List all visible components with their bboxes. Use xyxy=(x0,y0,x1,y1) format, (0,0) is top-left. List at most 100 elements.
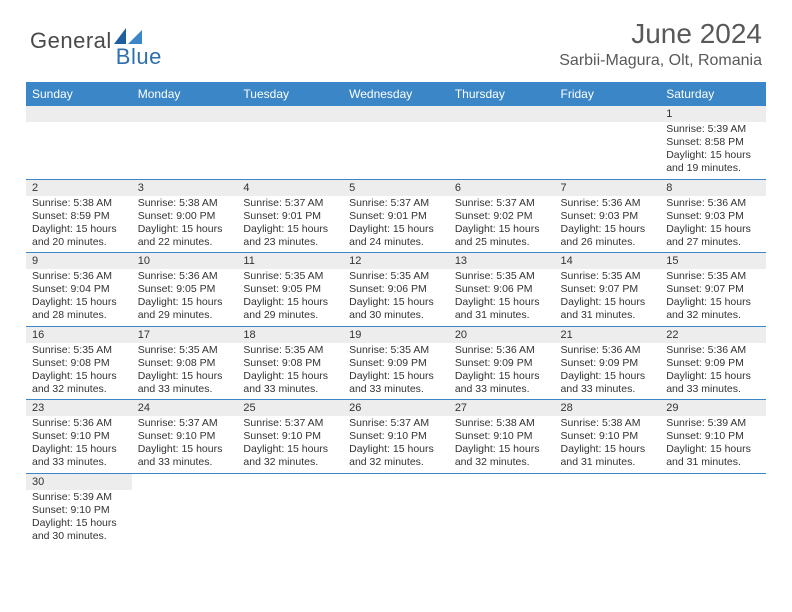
sunset-text: Sunset: 9:06 PM xyxy=(455,283,549,296)
daylight-text: Daylight: 15 hours and 33 minutes. xyxy=(243,370,337,396)
calendar-week-row: 23Sunrise: 5:36 AMSunset: 9:10 PMDayligh… xyxy=(26,400,766,474)
daylight-text: Daylight: 15 hours and 32 minutes. xyxy=(349,443,443,469)
sunrise-text: Sunrise: 5:35 AM xyxy=(138,344,232,357)
sunrise-text: Sunrise: 5:36 AM xyxy=(455,344,549,357)
day-details: Sunrise: 5:38 AMSunset: 8:59 PMDaylight:… xyxy=(26,196,132,253)
sunset-text: Sunset: 9:07 PM xyxy=(666,283,760,296)
calendar-cell xyxy=(237,106,343,179)
day-details: Sunrise: 5:36 AMSunset: 9:05 PMDaylight:… xyxy=(132,269,238,326)
calendar-cell: 13Sunrise: 5:35 AMSunset: 9:06 PMDayligh… xyxy=(449,253,555,327)
day-number: 1 xyxy=(660,106,766,122)
col-friday: Friday xyxy=(555,82,661,106)
day-number: 21 xyxy=(555,327,661,343)
calendar-week-row: 2Sunrise: 5:38 AMSunset: 8:59 PMDaylight… xyxy=(26,179,766,253)
title-block: June 2024 Sarbii-Magura, Olt, Romania xyxy=(559,18,762,70)
daylight-text: Daylight: 15 hours and 25 minutes. xyxy=(455,223,549,249)
calendar-week-row: 9Sunrise: 5:36 AMSunset: 9:04 PMDaylight… xyxy=(26,253,766,327)
sunset-text: Sunset: 9:10 PM xyxy=(455,430,549,443)
day-details: Sunrise: 5:38 AMSunset: 9:00 PMDaylight:… xyxy=(132,196,238,253)
calendar-cell xyxy=(343,473,449,546)
sunset-text: Sunset: 9:09 PM xyxy=(349,357,443,370)
day-details: Sunrise: 5:39 AMSunset: 9:10 PMDaylight:… xyxy=(26,490,132,547)
daylight-text: Daylight: 15 hours and 33 minutes. xyxy=(138,370,232,396)
calendar-cell: 23Sunrise: 5:36 AMSunset: 9:10 PMDayligh… xyxy=(26,400,132,474)
calendar-cell: 24Sunrise: 5:37 AMSunset: 9:10 PMDayligh… xyxy=(132,400,238,474)
sunset-text: Sunset: 9:05 PM xyxy=(138,283,232,296)
day-number: 12 xyxy=(343,253,449,269)
location-text: Sarbii-Magura, Olt, Romania xyxy=(559,52,762,70)
calendar-cell: 21Sunrise: 5:36 AMSunset: 9:09 PMDayligh… xyxy=(555,326,661,400)
day-details: Sunrise: 5:37 AMSunset: 9:02 PMDaylight:… xyxy=(449,196,555,253)
calendar-cell: 19Sunrise: 5:35 AMSunset: 9:09 PMDayligh… xyxy=(343,326,449,400)
daylight-text: Daylight: 15 hours and 19 minutes. xyxy=(666,149,760,175)
month-title: June 2024 xyxy=(559,18,762,50)
calendar-week-row: 16Sunrise: 5:35 AMSunset: 9:08 PMDayligh… xyxy=(26,326,766,400)
page-header: General Blue June 2024 Sarbii-Magura, Ol… xyxy=(0,0,792,74)
day-number: 5 xyxy=(343,180,449,196)
calendar-cell: 14Sunrise: 5:35 AMSunset: 9:07 PMDayligh… xyxy=(555,253,661,327)
sunrise-text: Sunrise: 5:35 AM xyxy=(666,270,760,283)
calendar-cell: 27Sunrise: 5:38 AMSunset: 9:10 PMDayligh… xyxy=(449,400,555,474)
sunset-text: Sunset: 9:01 PM xyxy=(243,210,337,223)
day-number: 24 xyxy=(132,400,238,416)
calendar-cell: 12Sunrise: 5:35 AMSunset: 9:06 PMDayligh… xyxy=(343,253,449,327)
day-details: Sunrise: 5:35 AMSunset: 9:06 PMDaylight:… xyxy=(449,269,555,326)
calendar-cell: 22Sunrise: 5:36 AMSunset: 9:09 PMDayligh… xyxy=(660,326,766,400)
calendar-cell: 17Sunrise: 5:35 AMSunset: 9:08 PMDayligh… xyxy=(132,326,238,400)
sunset-text: Sunset: 9:10 PM xyxy=(666,430,760,443)
sunset-text: Sunset: 9:10 PM xyxy=(561,430,655,443)
sunrise-text: Sunrise: 5:35 AM xyxy=(349,270,443,283)
day-number: 22 xyxy=(660,327,766,343)
calendar-cell xyxy=(449,473,555,546)
day-details: Sunrise: 5:37 AMSunset: 9:01 PMDaylight:… xyxy=(343,196,449,253)
calendar-cell xyxy=(132,106,238,179)
daylight-text: Daylight: 15 hours and 31 minutes. xyxy=(666,443,760,469)
col-wednesday: Wednesday xyxy=(343,82,449,106)
calendar-cell xyxy=(26,106,132,179)
col-tuesday: Tuesday xyxy=(237,82,343,106)
sunset-text: Sunset: 9:01 PM xyxy=(349,210,443,223)
calendar-cell xyxy=(555,473,661,546)
sunrise-text: Sunrise: 5:35 AM xyxy=(561,270,655,283)
sunset-text: Sunset: 9:10 PM xyxy=(32,504,126,517)
sunrise-text: Sunrise: 5:35 AM xyxy=(243,270,337,283)
calendar-cell xyxy=(555,106,661,179)
daylight-text: Daylight: 15 hours and 30 minutes. xyxy=(32,517,126,543)
calendar-cell xyxy=(237,473,343,546)
calendar-cell: 9Sunrise: 5:36 AMSunset: 9:04 PMDaylight… xyxy=(26,253,132,327)
daylight-text: Daylight: 15 hours and 23 minutes. xyxy=(243,223,337,249)
calendar-table: Sunday Monday Tuesday Wednesday Thursday… xyxy=(26,82,766,546)
day-number-empty xyxy=(132,106,238,122)
daylight-text: Daylight: 15 hours and 30 minutes. xyxy=(349,296,443,322)
day-details: Sunrise: 5:36 AMSunset: 9:10 PMDaylight:… xyxy=(26,416,132,473)
day-number: 7 xyxy=(555,180,661,196)
calendar-cell: 28Sunrise: 5:38 AMSunset: 9:10 PMDayligh… xyxy=(555,400,661,474)
day-details: Sunrise: 5:38 AMSunset: 9:10 PMDaylight:… xyxy=(555,416,661,473)
day-details: Sunrise: 5:35 AMSunset: 9:08 PMDaylight:… xyxy=(26,343,132,400)
daylight-text: Daylight: 15 hours and 28 minutes. xyxy=(32,296,126,322)
sunset-text: Sunset: 9:00 PM xyxy=(138,210,232,223)
calendar-cell: 3Sunrise: 5:38 AMSunset: 9:00 PMDaylight… xyxy=(132,179,238,253)
calendar-cell: 8Sunrise: 5:36 AMSunset: 9:03 PMDaylight… xyxy=(660,179,766,253)
daylight-text: Daylight: 15 hours and 32 minutes. xyxy=(243,443,337,469)
sunrise-text: Sunrise: 5:37 AM xyxy=(138,417,232,430)
sunrise-text: Sunrise: 5:35 AM xyxy=(32,344,126,357)
brand-logo: General Blue xyxy=(30,18,162,64)
sunset-text: Sunset: 9:09 PM xyxy=(561,357,655,370)
day-number: 23 xyxy=(26,400,132,416)
day-number: 3 xyxy=(132,180,238,196)
day-details: Sunrise: 5:36 AMSunset: 9:03 PMDaylight:… xyxy=(660,196,766,253)
day-number: 20 xyxy=(449,327,555,343)
day-number: 16 xyxy=(26,327,132,343)
col-thursday: Thursday xyxy=(449,82,555,106)
sunrise-text: Sunrise: 5:36 AM xyxy=(32,417,126,430)
daylight-text: Daylight: 15 hours and 32 minutes. xyxy=(666,296,760,322)
day-number: 27 xyxy=(449,400,555,416)
day-number: 2 xyxy=(26,180,132,196)
sunset-text: Sunset: 9:10 PM xyxy=(349,430,443,443)
sunrise-text: Sunrise: 5:36 AM xyxy=(32,270,126,283)
day-number: 25 xyxy=(237,400,343,416)
day-details: Sunrise: 5:35 AMSunset: 9:07 PMDaylight:… xyxy=(660,269,766,326)
day-number: 29 xyxy=(660,400,766,416)
calendar-cell xyxy=(132,473,238,546)
